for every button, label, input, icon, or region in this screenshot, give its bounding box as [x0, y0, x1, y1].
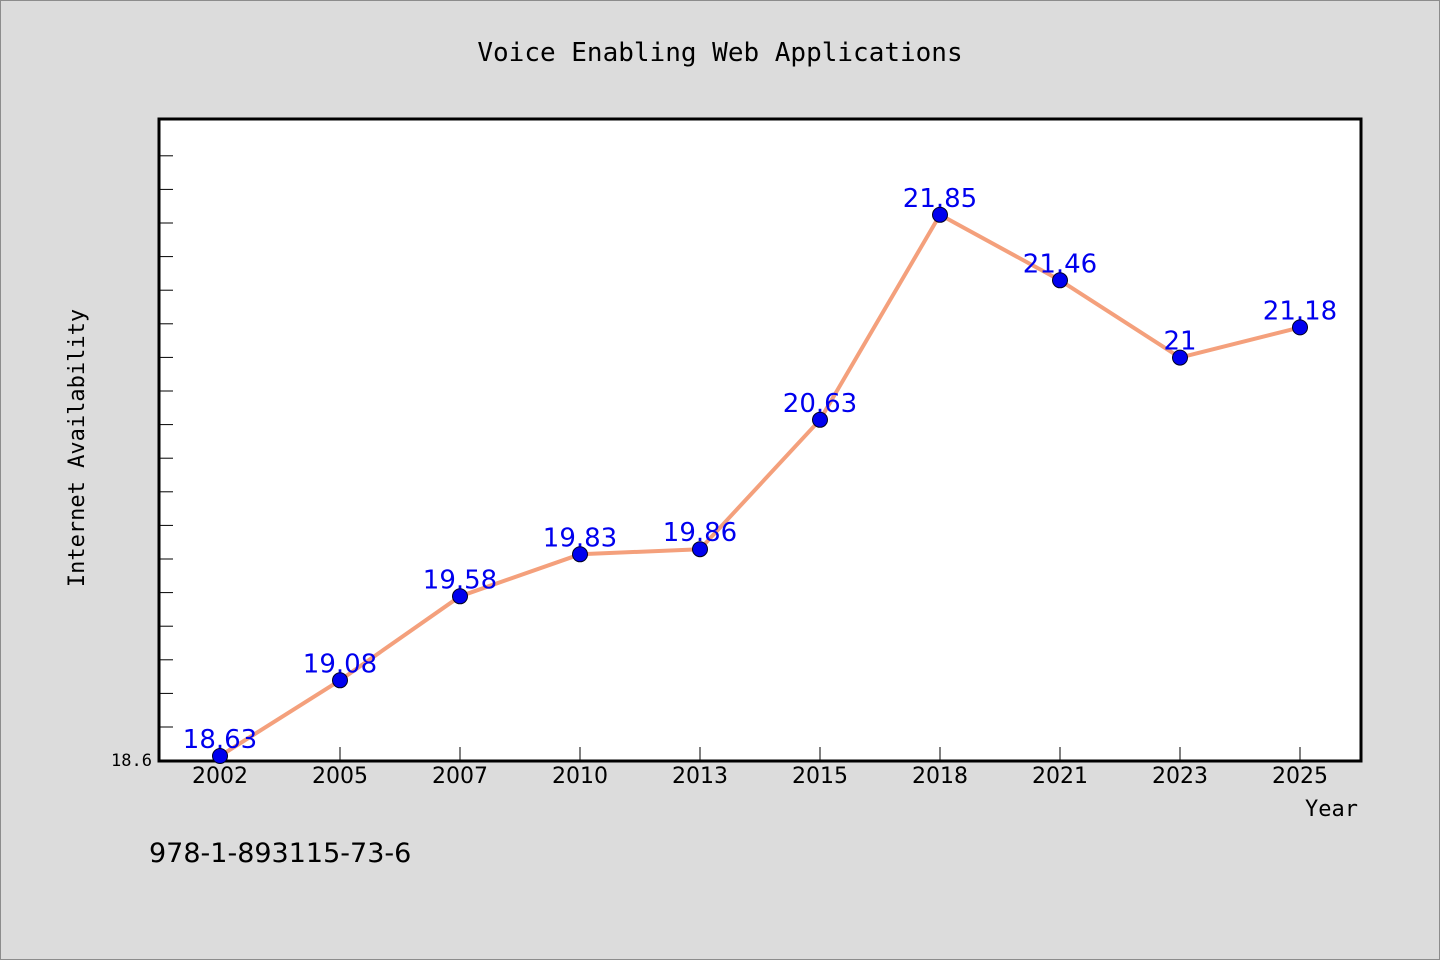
x-tick-label: 2021 — [1032, 764, 1088, 789]
data-point — [812, 411, 828, 428]
data-label: 18.63 — [183, 725, 257, 755]
plot-area — [157, 117, 1363, 763]
data-point — [1052, 272, 1068, 289]
data-label: 21.85 — [903, 184, 977, 214]
x-tick-label: 2007 — [432, 764, 488, 789]
x-tick-label: 2005 — [312, 764, 368, 789]
data-point — [1292, 319, 1308, 336]
data-label: 19.08 — [303, 649, 377, 679]
data-label: 21.46 — [1023, 249, 1097, 279]
data-label: 19.83 — [543, 523, 617, 553]
y-tick-label: 18.6 — [111, 751, 152, 771]
data-labels: 18.63 19.08 19.58 19.83 19.86 20.63 21.85 21.46… — [183, 184, 1337, 755]
x-axis-label: Year — [1305, 797, 1358, 822]
y-axis-label: Internet Availability — [65, 309, 90, 587]
x-tick-label: 2002 — [192, 764, 248, 789]
x-tick-label: 2023 — [1152, 764, 1208, 789]
x-tick-label: 2015 — [792, 764, 848, 789]
data-label: 21.18 — [1263, 296, 1337, 326]
series-markers — [212, 206, 1308, 764]
x-tick-labels: 2002 2005 2007 2010 2013 2015 2018 2021 2023 2025 — [192, 764, 1328, 789]
data-point — [692, 541, 708, 558]
isbn-text: 978-1-893115-73-6 — [149, 838, 411, 869]
x-tick-label: 2013 — [672, 764, 728, 789]
data-point — [932, 206, 948, 223]
x-tick-label: 2018 — [912, 764, 968, 789]
chart-title: Voice Enabling Web Applications — [477, 38, 962, 68]
y-axis-ticks — [159, 155, 173, 728]
data-point — [1172, 349, 1188, 366]
x-tick-label: 2025 — [1272, 764, 1328, 789]
data-point — [572, 546, 588, 563]
data-label: 19.86 — [663, 518, 737, 548]
data-point — [212, 748, 228, 764]
data-label: 21 — [1163, 327, 1196, 357]
series-line — [218, 212, 1301, 758]
data-label: 20.63 — [783, 389, 857, 419]
data-point — [452, 588, 468, 605]
data-label: 19.58 — [423, 565, 497, 595]
x-tick-label: 2010 — [552, 764, 608, 789]
data-point — [332, 672, 348, 689]
